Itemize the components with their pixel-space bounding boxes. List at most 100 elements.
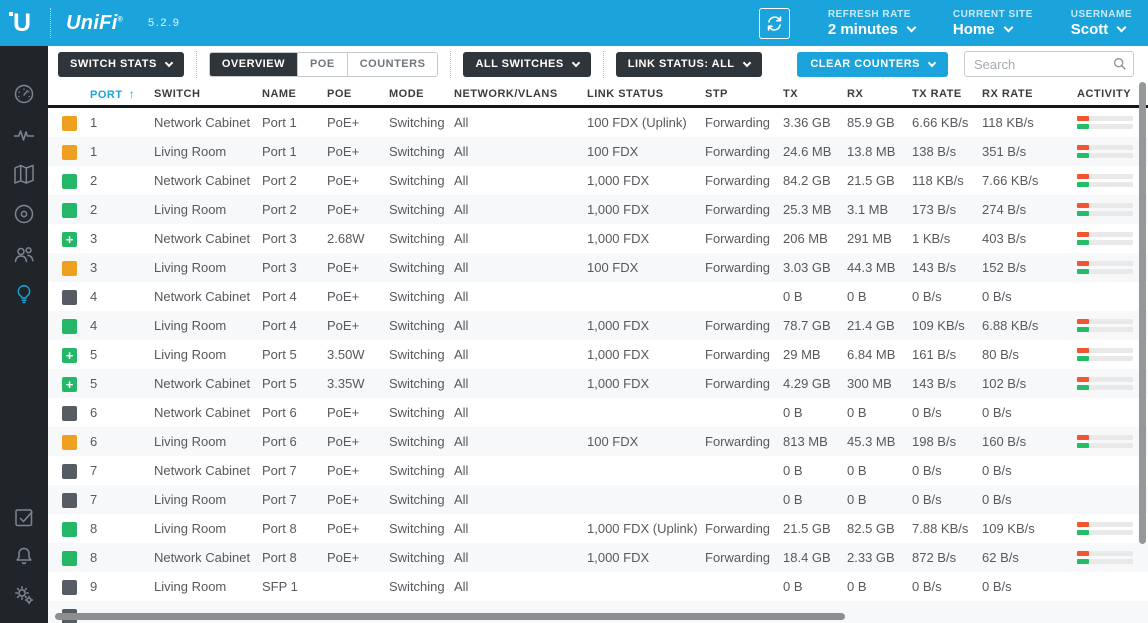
cell-port: 1 — [90, 115, 98, 130]
cell-rx: 21.4 GB — [847, 318, 895, 333]
table-row[interactable]: 4 Network Cabinet Port 4 PoE+ Switching All 0 … — [48, 282, 1148, 311]
table-row[interactable]: +5 Living Room Port 5 3.50W Switching All 1,00… — [48, 340, 1148, 369]
table-row[interactable]: 8 Network Cabinet Port 8 PoE+ Switching All 1,… — [48, 543, 1148, 572]
table-row[interactable]: 4 Living Room Port 4 PoE+ Switching All 1,000 … — [48, 311, 1148, 340]
sidebar-item-insights[interactable] — [12, 282, 36, 306]
cell-stp: Forwarding — [705, 202, 771, 217]
sidebar-item-events[interactable] — [12, 505, 36, 529]
cell-tx: 813 MB — [783, 434, 828, 449]
table-row[interactable]: 1 Network Cabinet Port 1 PoE+ Switching All 10… — [48, 108, 1148, 137]
sidebar-bottom-group — [12, 505, 36, 607]
cell-name: Port 1 — [262, 144, 297, 159]
sidebar-item-devices[interactable] — [12, 202, 36, 226]
table-row[interactable]: 7 Living Room Port 7 PoE+ Switching All 0 B 0 B… — [48, 485, 1148, 514]
activity-bar-rx — [1077, 240, 1133, 245]
table-row[interactable]: 2 Network Cabinet Port 2 PoE+ Switching All 1,… — [48, 166, 1148, 195]
column-header-poe[interactable]: POE — [327, 87, 352, 100]
activity-bar-tx — [1077, 232, 1133, 237]
cell-network-vlans: All — [454, 463, 469, 478]
table-row[interactable]: +3 Network Cabinet Port 3 2.68W Switching All… — [48, 224, 1148, 253]
column-header-rx[interactable]: RX — [847, 87, 864, 100]
cell-switch: Living Room — [154, 521, 227, 536]
all-switches-dropdown[interactable]: ALL SWITCHES — [463, 51, 591, 77]
column-header-link-status[interactable]: LINK STATUS — [587, 87, 664, 100]
cell-status — [48, 491, 90, 508]
table-row[interactable]: 9 Living Room SFP 1 Switching All 0 B 0 B 0 B/s… — [48, 572, 1148, 601]
current-site-dropdown[interactable]: Home — [953, 21, 1033, 38]
column-header-stp[interactable]: STP — [705, 87, 728, 100]
activity-bar-rx — [1077, 443, 1133, 448]
table-row[interactable]: 7 Network Cabinet Port 7 PoE+ Switching All 0 … — [48, 456, 1148, 485]
table-row[interactable]: 3 Living Room Port 3 PoE+ Switching All 100 FD… — [48, 253, 1148, 282]
cell-rx: 82.5 GB — [847, 521, 895, 536]
column-header-network-vlans[interactable]: NETWORK/VLANS — [454, 87, 558, 100]
table-row[interactable]: +5 Network Cabinet Port 5 3.35W Switching All… — [48, 369, 1148, 398]
cell-rx: 0 B — [847, 492, 867, 507]
clear-counters-button[interactable]: CLEAR COUNTERS — [797, 51, 948, 77]
cell-mode: Switching — [389, 202, 445, 217]
refresh-icon — [767, 15, 782, 31]
sidebar-item-statistics[interactable] — [12, 122, 36, 146]
column-header-tx[interactable]: TX — [783, 87, 799, 100]
table-row[interactable]: 8 Living Room Port 8 PoE+ Switching All 1,000 … — [48, 514, 1148, 543]
table-row[interactable]: 6 Living Room Port 6 PoE+ Switching All 100 FD… — [48, 427, 1148, 456]
cell-tx-rate: 872 B/s — [912, 550, 957, 565]
search-input[interactable] — [964, 51, 1134, 77]
cell-port: 2 — [90, 173, 98, 188]
sidebar-item-clients[interactable] — [12, 242, 36, 266]
cell-status — [48, 578, 90, 595]
cell-poe: PoE+ — [327, 405, 360, 420]
table-row[interactable]: 1 Living Room Port 1 PoE+ Switching All 100 FD… — [48, 137, 1148, 166]
tab-overview[interactable]: OVERVIEW — [209, 52, 297, 76]
refresh-button[interactable] — [758, 7, 790, 39]
horizontal-scrollbar-thumb[interactable] — [55, 613, 845, 620]
cell-status — [48, 520, 90, 537]
cell-rx-rate: 0 B/s — [982, 579, 1012, 594]
cell-network-vlans: All — [454, 405, 469, 420]
cell-rx-rate: 6.88 KB/s — [982, 318, 1039, 333]
sidebar-item-map[interactable] — [12, 162, 36, 186]
cell-link-status: 1,000 FDX — [587, 173, 650, 188]
username-dropdown[interactable]: Scott — [1071, 21, 1132, 38]
cell-activity — [1077, 548, 1148, 567]
cell-rx: 291 MB — [847, 231, 892, 246]
sidebar-item-alerts[interactable] — [12, 544, 36, 568]
cell-tx: 84.2 GB — [783, 173, 831, 188]
sidebar-item-settings[interactable] — [12, 583, 36, 607]
refresh-rate-dropdown[interactable]: 2 minutes — [828, 21, 917, 38]
switch-stats-dropdown[interactable]: SWITCH STATS — [58, 51, 184, 77]
cell-switch: Living Room — [154, 260, 227, 275]
cell-stp: Forwarding — [705, 260, 771, 275]
cell-rx: 2.33 GB — [847, 550, 895, 565]
column-header-switch[interactable]: SWITCH — [154, 87, 201, 100]
column-header-port[interactable]: PORT ↑ — [90, 86, 136, 101]
link-status-dropdown[interactable]: LINK STATUS: ALL — [615, 51, 762, 77]
cell-mode: Switching — [389, 434, 445, 449]
table-row[interactable]: 6 Network Cabinet Port 6 PoE+ Switching All 0 … — [48, 398, 1148, 427]
port-status-square — [62, 492, 77, 508]
tab-counters[interactable]: COUNTERS — [346, 52, 438, 76]
cell-rx-rate: 0 B/s — [982, 492, 1012, 507]
tab-poe[interactable]: POE — [296, 52, 347, 76]
cell-name: Port 1 — [262, 115, 297, 130]
chevron-down-icon — [1003, 22, 1013, 33]
sidebar-item-dashboard[interactable] — [12, 82, 36, 106]
cell-mode: Switching — [389, 173, 445, 188]
column-header-tx-rate[interactable]: TX RATE — [912, 87, 962, 100]
chevron-down-icon — [906, 22, 917, 33]
column-header-rx-rate[interactable]: RX RATE — [982, 87, 1033, 100]
port-status-square — [62, 202, 77, 218]
column-header-mode[interactable]: MODE — [389, 87, 424, 100]
poe-active-icon: + — [62, 376, 77, 392]
vertical-scrollbar-thumb[interactable] — [1139, 82, 1146, 544]
cell-link-status: 1,000 FDX — [587, 376, 650, 391]
column-header-activity[interactable]: ACTIVITY — [1077, 87, 1132, 100]
table-row[interactable]: 2 Living Room Port 2 PoE+ Switching All 1,000 … — [48, 195, 1148, 224]
cell-rx: 13.8 MB — [847, 144, 896, 159]
activity-bar-tx — [1077, 116, 1133, 121]
sidebar-top-group — [12, 82, 36, 306]
cell-tx-rate: 143 B/s — [912, 376, 957, 391]
port-status-square — [62, 405, 77, 421]
column-header-name[interactable]: NAME — [262, 87, 297, 100]
cell-tx-rate: 161 B/s — [912, 347, 957, 362]
